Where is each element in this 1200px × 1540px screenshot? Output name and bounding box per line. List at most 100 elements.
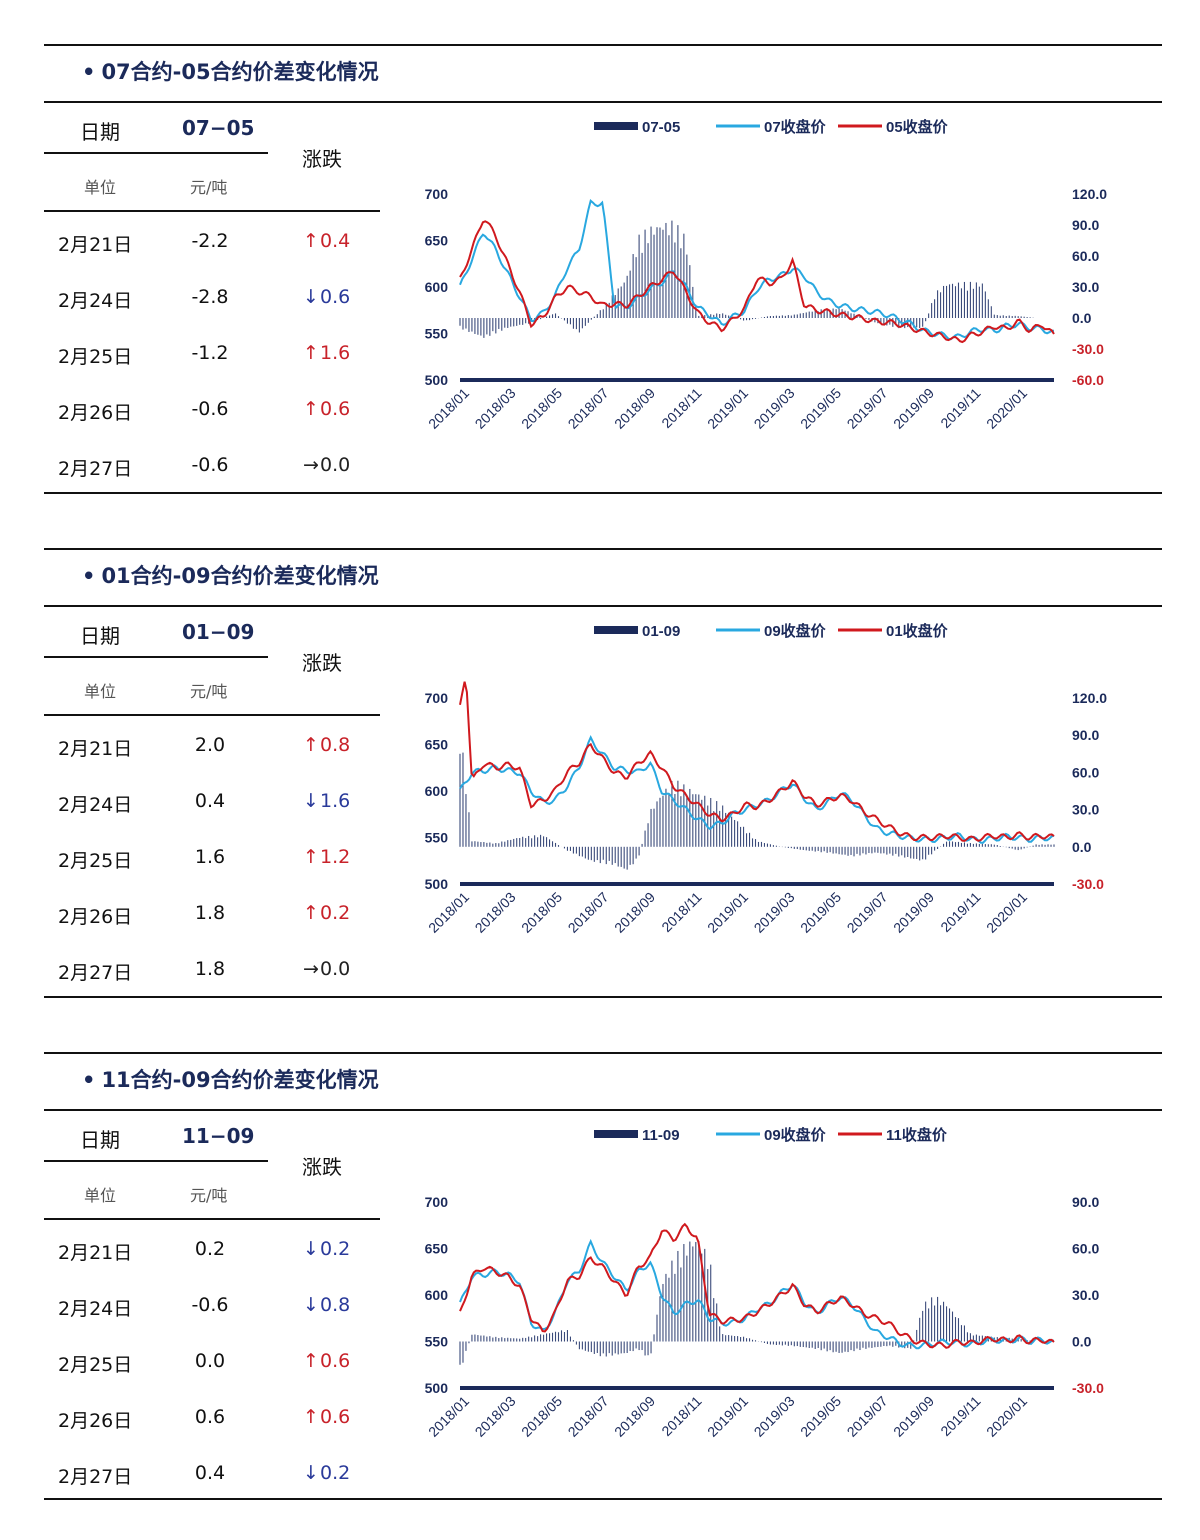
x-tick-label: 2019/09 [890,889,937,936]
legend-label: 09收盘价 [764,1126,827,1144]
row-change: ↑0.8 [302,734,350,756]
x-tick-label: 2018/01 [425,889,472,936]
row-change: ↑1.6 [302,342,350,364]
row-change-value: 1.6 [320,342,351,364]
row-date: 2月21日 [58,738,133,760]
right-tick-label: 90.0 [1072,727,1099,743]
left-tick-label: 650 [425,233,449,249]
right-tick-label: 90.0 [1072,217,1099,233]
left-tick-label: 550 [425,830,449,846]
left-tick-label: 500 [425,876,449,892]
x-tick-label: 2018/09 [611,385,658,432]
x-tick-label: 2018/07 [565,889,612,936]
right-tick-label: 30.0 [1072,802,1099,818]
section-title: • 01合约-09合约价差变化情况 [82,564,379,588]
row-change: ↑0.6 [302,1406,350,1428]
section-bottom-rule [44,996,1162,998]
x-tick-label: 2018/09 [611,1393,658,1440]
section-title: • 11合约-09合约价差变化情况 [82,1068,379,1092]
x-tick-label: 2019/01 [704,385,751,432]
right-tick-label: 120.0 [1072,186,1107,202]
row-value: 2.0 [194,734,226,756]
x-tick-label: 2019/07 [844,385,891,432]
row-change-value: 0.0 [320,958,351,980]
section-0109: • 01合约-09合约价差变化情况 日期 01−09 涨跌 单位 元/吨 01-0… [44,548,1162,1000]
price-line-b [459,1222,1055,1349]
left-tick-label: 600 [425,279,449,295]
unit-label: 单位 [84,1186,117,1205]
arrow-up-icon: ↑ [303,230,319,252]
date-header: 日期 [80,120,120,144]
arrow-down-icon: ↓ [303,790,319,812]
x-tick-label: 2018/05 [518,889,565,936]
x-tick-label: 2019/11 [937,385,984,432]
x-tick-label: 2019/05 [797,385,844,432]
row-change-value: 0.2 [320,1238,351,1260]
x-tick-label: 2019/01 [704,1393,751,1440]
row-change: ↑0.2 [302,902,350,924]
spread-chart: 07-05 07收盘价 05收盘价 700 650 600 550 500 120.0 90.0 6… [425,118,1108,432]
row-change-value: 0.8 [320,734,351,756]
arrow-up-icon: ↑ [303,342,319,364]
arrow-down-icon: ↓ [303,1294,319,1316]
arrow-down-icon: ↓ [303,1238,319,1260]
change-header: 涨跌 [302,651,342,675]
arrow-down-icon: ↓ [303,1462,319,1484]
row-value: -2.2 [191,230,229,252]
row-value: 1.6 [194,846,226,868]
row-change: ↑1.2 [302,846,350,868]
right-tick-label: -30.0 [1072,341,1104,357]
row-value: 0.0 [194,1350,226,1372]
row-date: 2月24日 [58,290,133,312]
price-line-b [459,220,1055,344]
left-tick-label: 600 [425,783,449,799]
row-change-value: 0.6 [320,286,351,308]
x-tick-label: 2019/01 [704,889,751,936]
row-value: 1.8 [194,902,226,924]
left-tick-label: 700 [425,186,449,202]
row-value: 0.4 [194,790,226,812]
row-value: -0.6 [191,1294,229,1316]
left-tick-label: 700 [425,690,449,706]
arrow-up-icon: ↑ [303,846,319,868]
row-value: -0.6 [191,454,229,476]
x-tick-label: 2019/07 [844,889,891,936]
left-tick-label: 650 [425,1241,449,1257]
price-line-a [459,1238,1055,1350]
arrow-down-icon: ↓ [303,286,319,308]
row-date: 2月27日 [58,962,133,984]
row-change-value: 1.6 [320,790,351,812]
row-change: →0.0 [302,454,350,476]
row-change: ↓0.2 [302,1462,350,1484]
x-tick-label: 2018/03 [472,889,519,936]
x-tick-label: 2018/05 [518,1393,565,1440]
change-header: 涨跌 [302,1155,342,1179]
chart-legend: 11-09 09收盘价 11收盘价 [594,1126,948,1144]
x-tick-label: 2019/09 [890,1393,937,1440]
legend-label: 09收盘价 [764,622,827,640]
left-tick-label: 650 [425,737,449,753]
unit-value: 元/吨 [190,178,228,197]
x-tick-label: 2019/03 [751,1393,798,1440]
x-tick-label: 2018/09 [611,889,658,936]
row-date: 2月25日 [58,1354,133,1376]
arrow-up-icon: ↑ [303,1406,319,1428]
x-tick-label: 2018/11 [658,1393,705,1440]
row-date: 2月26日 [58,906,133,928]
header-divider [44,1160,268,1162]
x-tick-label: 2018/03 [472,1393,519,1440]
row-date: 2月27日 [58,1466,133,1488]
arrow-right-icon: → [303,958,319,980]
right-tick-label: -60.0 [1072,372,1104,388]
section-bottom-rule [44,1498,1162,1500]
legend-swatch-bar [594,1130,638,1138]
x-tick-label: 2018/11 [658,889,705,936]
right-tick-label: 30.0 [1072,1287,1099,1303]
x-tick-label: 2018/01 [425,385,472,432]
x-tick-label: 2019/07 [844,1393,891,1440]
row-date: 2月24日 [58,1298,133,1320]
row-value: 0.2 [194,1238,226,1260]
right-tick-label: 60.0 [1072,1241,1099,1257]
x-tick-label: 2019/05 [797,889,844,936]
left-tick-label: 550 [425,326,449,342]
